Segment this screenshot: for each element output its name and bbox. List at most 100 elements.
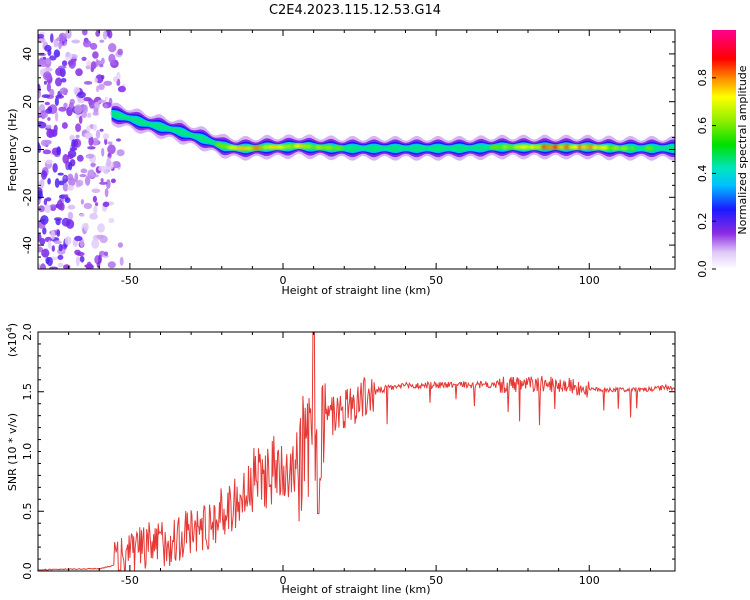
snr-x-axis-title: Height of straight line (km) xyxy=(281,583,430,596)
colorbar: 0.0 0.2 0.4 0.6 0.8 Normalized spectral ampl… xyxy=(696,30,749,278)
spectrogram-noise-blob xyxy=(83,104,88,114)
spectrogram-noise-blob xyxy=(75,123,82,132)
spectrogram-noise-blob xyxy=(101,57,105,65)
spectrogram-noise-blob xyxy=(107,144,116,155)
spectrogram-noise-blob xyxy=(83,202,93,210)
spectrogram-noise-blob xyxy=(77,91,86,99)
spectrogram-noise-blob xyxy=(71,39,81,44)
spectrogram-noise-blob xyxy=(40,215,49,225)
spectrogram-noise-blob xyxy=(108,43,117,53)
spectrogram-noise-blob xyxy=(75,256,80,267)
colorbar-gradient xyxy=(712,30,736,269)
colorbar-tick-label: 0.4 xyxy=(696,165,709,183)
spectrogram-noise-blob xyxy=(104,96,108,101)
spectrogram-noise-blob xyxy=(97,223,105,233)
spectrogram-noise-blob xyxy=(82,30,88,36)
spectrogram-noise-blob xyxy=(67,184,74,191)
spectrogram-noise-blob xyxy=(87,169,95,180)
spectrogram-noise-blob xyxy=(78,115,83,124)
ridge-hotspot xyxy=(325,145,334,150)
spectrogram-noise-blob xyxy=(92,51,99,59)
spectrogram-noise-blob xyxy=(92,195,97,203)
spectrogram-noise-blob xyxy=(67,204,76,210)
spectrogram-noise-blob xyxy=(89,42,98,50)
spectrogram-noise-blob xyxy=(112,161,121,169)
ridge-hotspot xyxy=(620,146,629,151)
spectrogram-noise-blob xyxy=(43,198,48,206)
spectrogram-noise-blob xyxy=(38,33,45,39)
spectrogram-noise-blob xyxy=(41,94,51,98)
spectrogram-noise-blob xyxy=(90,61,97,70)
spectrogram-noise-blob xyxy=(68,58,76,69)
ridge-hotspot xyxy=(301,144,313,149)
ridge-mid-band xyxy=(111,108,675,155)
spectrogram-noise-blob xyxy=(42,227,47,235)
spectrogram-noise-blob xyxy=(113,76,118,83)
colorbar-ticks: 0.0 0.2 0.4 0.6 0.8 xyxy=(696,69,716,278)
spectrogram-noise-blob xyxy=(87,146,96,150)
spectrogram-noise-blob xyxy=(58,32,67,42)
spectrogram-noise-blob xyxy=(85,65,91,70)
spectrogram-noise-blob xyxy=(46,82,52,92)
spectrogram-noise-blob xyxy=(63,175,67,180)
snr-x-tick-label: 100 xyxy=(579,574,600,587)
ridge-hotspot xyxy=(498,144,503,150)
ridge-hotspot xyxy=(630,146,635,151)
spectrogram-noise-blob xyxy=(94,101,100,109)
spectrogram-noise-blob xyxy=(45,159,53,164)
spectrogram-noise-blob xyxy=(87,112,92,118)
spectrogram-noise-blob xyxy=(38,112,45,116)
spectrogram-noise-blob xyxy=(64,236,72,246)
spectrogram-noise-blob xyxy=(76,154,84,162)
ridge-hotspot xyxy=(227,145,239,150)
spectrogram-noise-blob xyxy=(38,121,44,125)
spectrogram-noise-blob xyxy=(50,33,54,43)
spectrogram-noise-blob xyxy=(79,255,85,263)
spectrogram-noise-blob xyxy=(104,188,109,198)
spectrogram-noise-blob xyxy=(74,249,81,255)
spectrogram-noise-blob xyxy=(60,78,67,83)
spectrogram-y-tick-label: 0 xyxy=(21,146,34,153)
spectrogram-noise-blob xyxy=(44,57,52,68)
spectrogram-noise-blob xyxy=(68,177,76,187)
spectrogram-noise-blob xyxy=(106,157,111,168)
colorbar-tick-label: 0.6 xyxy=(696,117,709,135)
spectrogram-noise-blob xyxy=(95,129,101,139)
spectrogram-noise-blob xyxy=(38,89,41,99)
spectrogram-noise-blob xyxy=(67,211,74,220)
spectrogram-noise-blob xyxy=(49,55,57,61)
spectrogram-noise-blob xyxy=(99,181,108,185)
ridge-hotspot xyxy=(612,145,620,151)
spectrogram-noise-blob xyxy=(38,205,45,213)
colorbar-label: Normalized spectral amplitude xyxy=(736,65,749,234)
spectrogram-noise-blob xyxy=(97,99,107,104)
spectrogram-y-axis-title: Frequency (Hz) xyxy=(6,109,19,192)
spectrogram-noise-blob xyxy=(75,68,83,77)
spectrogram-noise-blob xyxy=(86,60,91,67)
snr-x-tick-label: 50 xyxy=(429,574,443,587)
spectrogram-noise-blob xyxy=(39,178,45,189)
spectrogram-noise-blob xyxy=(74,235,83,242)
spectrogram-noise-blob xyxy=(81,56,87,62)
spectrogram-noise-blob xyxy=(108,53,116,64)
spectrogram-noise-blob xyxy=(44,101,50,106)
spectrogram-noise-blob xyxy=(98,254,102,264)
spectrogram-noise-blob xyxy=(57,254,64,260)
ridge-hotspot xyxy=(489,145,500,150)
snr-y-axis-title: SNR (10 * v/v) xyxy=(6,413,19,491)
snr-y-multiplier: (x104) xyxy=(5,323,19,357)
snr-y-tick-label: 1.0 xyxy=(21,443,34,461)
spectrogram-noise-blob xyxy=(49,266,59,269)
spectrogram-noise-blob xyxy=(98,83,105,90)
spectrogram-noise-blob xyxy=(51,245,55,252)
spectrogram-noise-blob xyxy=(102,201,110,208)
spectrogram-noise-blob xyxy=(53,240,62,245)
spectrogram-noise-blob xyxy=(71,139,76,149)
spectrogram-noise-blob xyxy=(83,81,93,85)
ridge-hotspot xyxy=(220,144,229,149)
spectrogram-noise-blob xyxy=(95,202,99,207)
ridge-hotspot xyxy=(337,145,344,151)
spectrogram-noise-blob xyxy=(62,182,69,192)
spectrogram-noise-blob xyxy=(103,80,113,86)
